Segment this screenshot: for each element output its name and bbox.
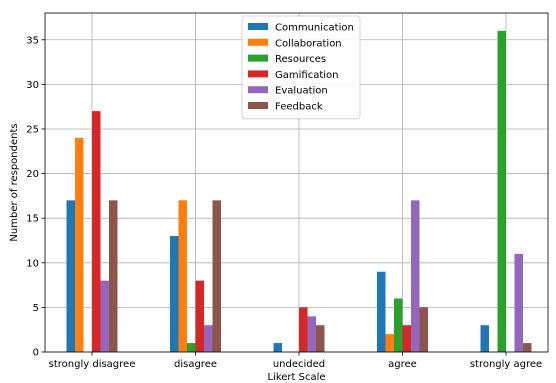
bar bbox=[419, 307, 428, 352]
legend-swatch bbox=[248, 70, 268, 78]
y-axis-label: Number of respondents bbox=[9, 123, 20, 241]
x-tick-label: disagree bbox=[174, 359, 217, 370]
bar bbox=[299, 307, 308, 352]
legend-frame bbox=[241, 15, 361, 120]
legend-swatch bbox=[248, 54, 268, 62]
legend: Communication Collaboration Resources Gamif… bbox=[241, 15, 361, 120]
legend-entry: Collaboration bbox=[275, 38, 342, 49]
legend-entry: Evaluation bbox=[275, 86, 328, 97]
bar bbox=[195, 280, 204, 352]
y-tick-label: 10 bbox=[26, 258, 39, 269]
legend-entry: Resources bbox=[275, 54, 326, 65]
bar bbox=[307, 316, 316, 352]
bar bbox=[273, 343, 282, 352]
x-tick-label: undecided bbox=[273, 359, 325, 370]
x-tick-label: strongly disagree bbox=[49, 359, 136, 370]
bar bbox=[402, 325, 411, 352]
bar bbox=[170, 236, 179, 352]
legend-swatch bbox=[248, 38, 268, 46]
legend-swatch bbox=[248, 102, 268, 109]
y-tick-label: 5 bbox=[33, 303, 39, 314]
y-axis-ticks: 0 5 10 15 20 25 30 35 bbox=[26, 35, 45, 359]
bar bbox=[187, 343, 196, 352]
bar bbox=[385, 334, 394, 352]
bar bbox=[109, 200, 118, 352]
plot-frame bbox=[44, 12, 549, 353]
bar bbox=[316, 325, 325, 352]
legend-entry: Gamification bbox=[275, 70, 338, 81]
bar bbox=[514, 253, 523, 352]
legend-entry: Feedback bbox=[275, 102, 323, 113]
x-tick-label: strongly agree bbox=[470, 359, 542, 370]
bar bbox=[523, 343, 532, 352]
bars-group bbox=[66, 30, 532, 353]
y-tick-label: 35 bbox=[26, 35, 39, 46]
y-tick-label: 30 bbox=[26, 80, 39, 91]
x-tick-label: agree bbox=[388, 359, 417, 370]
bar bbox=[66, 200, 75, 352]
bar bbox=[212, 200, 221, 352]
bar bbox=[497, 30, 506, 353]
legend-swatch bbox=[248, 23, 268, 30]
bar bbox=[92, 111, 101, 352]
y-tick-label: 15 bbox=[26, 214, 39, 225]
bar bbox=[377, 271, 386, 352]
bar bbox=[100, 280, 109, 352]
bar bbox=[411, 200, 420, 352]
x-axis-ticks: strongly disagree disagree undecided agree s… bbox=[49, 352, 542, 370]
x-axis-label: Likert Scale bbox=[267, 372, 325, 383]
bar bbox=[178, 200, 187, 352]
legend-swatch bbox=[248, 86, 268, 94]
bar bbox=[75, 137, 84, 352]
bar bbox=[480, 325, 489, 352]
y-tick-label: 20 bbox=[26, 169, 39, 180]
y-tick-label: 0 bbox=[33, 348, 39, 359]
legend-entry: Communication bbox=[275, 23, 354, 34]
y-tick-label: 25 bbox=[26, 124, 39, 135]
bar bbox=[394, 298, 403, 352]
bar bbox=[204, 325, 213, 352]
